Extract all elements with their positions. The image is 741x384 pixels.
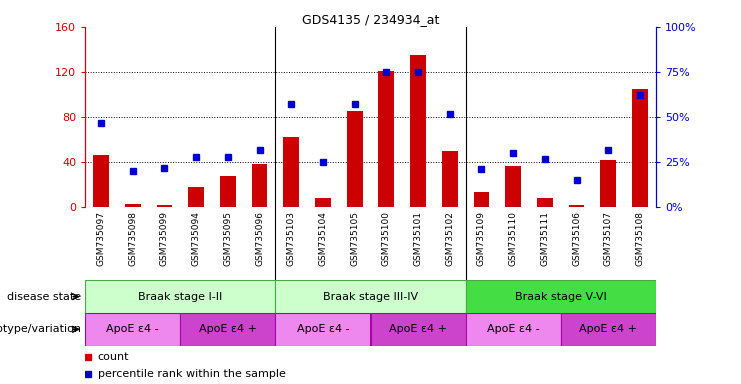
- Text: GSM735108: GSM735108: [636, 211, 645, 266]
- Text: GSM735105: GSM735105: [350, 211, 359, 266]
- Text: ApoE ε4 +: ApoE ε4 +: [389, 324, 447, 334]
- Text: GSM735094: GSM735094: [192, 211, 201, 266]
- Bar: [537, 198, 553, 207]
- Text: ApoE ε4 +: ApoE ε4 +: [579, 324, 637, 334]
- Text: GSM735110: GSM735110: [508, 211, 518, 266]
- Bar: [85, 313, 180, 346]
- Bar: [347, 111, 362, 207]
- Text: count: count: [98, 352, 129, 362]
- Bar: [93, 156, 109, 207]
- Bar: [465, 313, 561, 346]
- Text: GSM735101: GSM735101: [413, 211, 422, 266]
- Bar: [85, 280, 276, 313]
- Text: disease state: disease state: [7, 291, 82, 302]
- Bar: [252, 164, 268, 207]
- Bar: [410, 55, 426, 207]
- Bar: [156, 205, 173, 207]
- Bar: [180, 313, 276, 346]
- Bar: [220, 176, 236, 207]
- Text: percentile rank within the sample: percentile rank within the sample: [98, 369, 285, 379]
- Bar: [379, 71, 394, 207]
- Bar: [600, 160, 617, 207]
- Text: GSM735096: GSM735096: [255, 211, 264, 266]
- Text: GSM735102: GSM735102: [445, 211, 454, 266]
- Bar: [442, 151, 458, 207]
- Text: GSM735107: GSM735107: [604, 211, 613, 266]
- Text: GSM735106: GSM735106: [572, 211, 581, 266]
- Bar: [283, 137, 299, 207]
- Text: ApoE ε4 -: ApoE ε4 -: [487, 324, 539, 334]
- Bar: [370, 313, 465, 346]
- Text: ApoE ε4 -: ApoE ε4 -: [296, 324, 349, 334]
- Text: GSM735109: GSM735109: [477, 211, 486, 266]
- Bar: [561, 313, 656, 346]
- Bar: [315, 198, 331, 207]
- Text: Braak stage III-IV: Braak stage III-IV: [323, 291, 418, 302]
- Bar: [188, 187, 204, 207]
- Text: GSM735095: GSM735095: [223, 211, 233, 266]
- Text: GSM735104: GSM735104: [319, 211, 328, 266]
- Text: GSM735099: GSM735099: [160, 211, 169, 266]
- Bar: [276, 280, 465, 313]
- Text: GSM735100: GSM735100: [382, 211, 391, 266]
- Title: GDS4135 / 234934_at: GDS4135 / 234934_at: [302, 13, 439, 26]
- Bar: [465, 280, 656, 313]
- Bar: [124, 204, 141, 207]
- Text: Braak stage V-VI: Braak stage V-VI: [515, 291, 607, 302]
- Text: GSM735103: GSM735103: [287, 211, 296, 266]
- Text: GSM735098: GSM735098: [128, 211, 137, 266]
- Text: GSM735111: GSM735111: [540, 211, 549, 266]
- Bar: [568, 205, 585, 207]
- Bar: [276, 313, 370, 346]
- Bar: [473, 192, 489, 207]
- Bar: [505, 166, 521, 207]
- Text: ApoE ε4 +: ApoE ε4 +: [199, 324, 257, 334]
- Text: Braak stage I-II: Braak stage I-II: [138, 291, 222, 302]
- Text: ApoE ε4 -: ApoE ε4 -: [107, 324, 159, 334]
- Bar: [632, 89, 648, 207]
- Text: GSM735097: GSM735097: [96, 211, 105, 266]
- Text: genotype/variation: genotype/variation: [0, 324, 82, 334]
